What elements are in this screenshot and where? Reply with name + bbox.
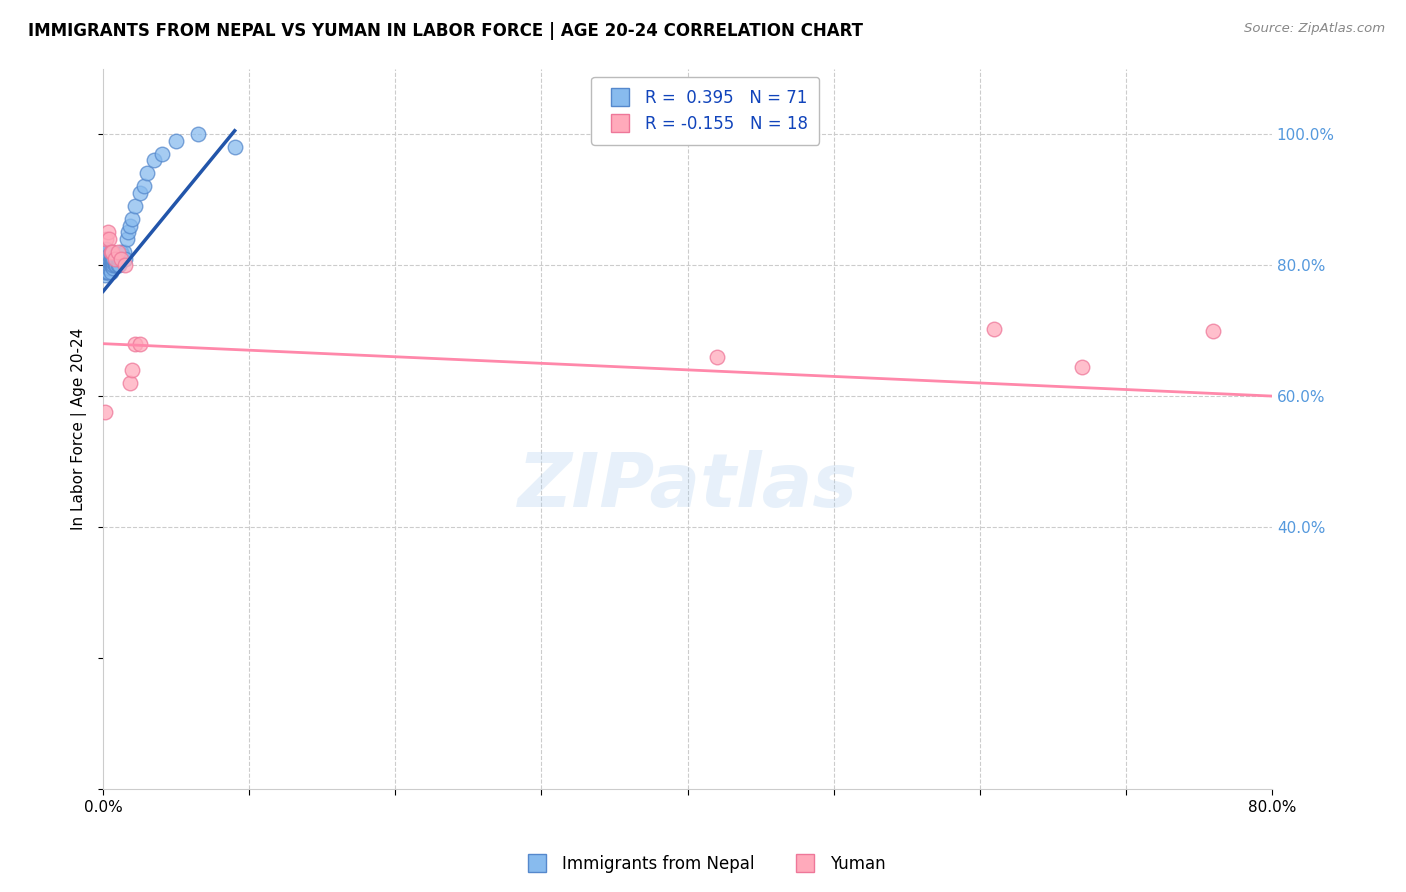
Point bbox=[100, 254, 122, 268]
Point bbox=[150, 146, 173, 161]
Point bbox=[103, 252, 125, 266]
Point bbox=[101, 258, 124, 272]
Point bbox=[97, 258, 120, 272]
Point bbox=[103, 254, 125, 268]
Point bbox=[114, 252, 136, 266]
Point bbox=[134, 179, 156, 194]
Point bbox=[100, 244, 122, 259]
Point bbox=[104, 248, 127, 262]
Point bbox=[108, 252, 131, 266]
Point bbox=[94, 258, 117, 272]
Point bbox=[97, 258, 120, 272]
Point bbox=[136, 166, 159, 180]
Point bbox=[103, 258, 125, 272]
Point bbox=[93, 254, 115, 268]
Point bbox=[103, 261, 125, 276]
Point bbox=[121, 363, 143, 377]
Point bbox=[94, 244, 117, 259]
Point bbox=[101, 244, 124, 259]
Text: Source: ZipAtlas.com: Source: ZipAtlas.com bbox=[1244, 22, 1385, 36]
Point bbox=[98, 254, 121, 268]
Point bbox=[104, 254, 127, 268]
Point bbox=[97, 225, 120, 239]
Point bbox=[94, 258, 117, 272]
Point bbox=[94, 264, 117, 278]
Point bbox=[165, 134, 187, 148]
Text: ZIPatlas: ZIPatlas bbox=[517, 450, 858, 523]
Point bbox=[94, 248, 117, 262]
Point bbox=[100, 252, 122, 266]
Point bbox=[100, 264, 122, 278]
Point bbox=[108, 258, 131, 272]
Y-axis label: In Labor Force | Age 20-24: In Labor Force | Age 20-24 bbox=[72, 327, 87, 530]
Point bbox=[1071, 359, 1094, 374]
Point bbox=[98, 252, 121, 266]
Point bbox=[98, 248, 121, 262]
Point bbox=[98, 232, 121, 246]
Point bbox=[97, 254, 120, 268]
Point bbox=[93, 258, 115, 272]
Point bbox=[118, 376, 141, 390]
Point bbox=[124, 336, 146, 351]
Point bbox=[143, 153, 166, 168]
Point bbox=[107, 252, 129, 266]
Point bbox=[118, 219, 141, 233]
Legend: Immigrants from Nepal, Yuman: Immigrants from Nepal, Yuman bbox=[515, 848, 891, 880]
Point bbox=[94, 261, 117, 276]
Point bbox=[93, 258, 115, 272]
Point bbox=[93, 258, 115, 272]
Point bbox=[101, 252, 124, 266]
Point bbox=[104, 252, 127, 266]
Point bbox=[93, 264, 115, 278]
Point bbox=[94, 242, 117, 256]
Point bbox=[93, 405, 115, 419]
Point bbox=[94, 254, 117, 268]
Point bbox=[128, 186, 150, 200]
Point bbox=[105, 258, 128, 272]
Point bbox=[97, 252, 120, 266]
Point bbox=[111, 248, 134, 262]
Point bbox=[114, 258, 136, 272]
Point bbox=[107, 244, 129, 259]
Point bbox=[110, 252, 132, 266]
Point bbox=[101, 244, 124, 259]
Point bbox=[187, 127, 209, 141]
Point bbox=[93, 248, 115, 262]
Point bbox=[93, 244, 115, 259]
Point bbox=[128, 336, 150, 351]
Point bbox=[124, 199, 146, 213]
Point bbox=[93, 268, 115, 282]
Point bbox=[97, 264, 120, 278]
Legend: R =  0.395   N = 71, R = -0.155   N = 18: R = 0.395 N = 71, R = -0.155 N = 18 bbox=[592, 77, 820, 145]
Point bbox=[706, 350, 728, 364]
Point bbox=[98, 258, 121, 272]
Point bbox=[101, 254, 124, 268]
Point bbox=[97, 261, 120, 276]
Point bbox=[104, 258, 127, 272]
Point bbox=[94, 252, 117, 266]
Point bbox=[121, 212, 143, 227]
Point bbox=[107, 258, 129, 272]
Point bbox=[983, 322, 1005, 336]
Point bbox=[224, 140, 246, 154]
Point bbox=[93, 261, 115, 276]
Point bbox=[94, 261, 117, 276]
Point bbox=[93, 252, 115, 266]
Point bbox=[117, 225, 139, 239]
Text: IMMIGRANTS FROM NEPAL VS YUMAN IN LABOR FORCE | AGE 20-24 CORRELATION CHART: IMMIGRANTS FROM NEPAL VS YUMAN IN LABOR … bbox=[28, 22, 863, 40]
Point bbox=[115, 232, 138, 246]
Point bbox=[98, 261, 121, 276]
Point bbox=[112, 244, 135, 259]
Point bbox=[100, 248, 122, 262]
Point bbox=[110, 244, 132, 259]
Point bbox=[105, 252, 128, 266]
Point bbox=[94, 232, 117, 246]
Point bbox=[100, 258, 122, 272]
Point bbox=[1202, 324, 1225, 338]
Point bbox=[97, 264, 120, 278]
